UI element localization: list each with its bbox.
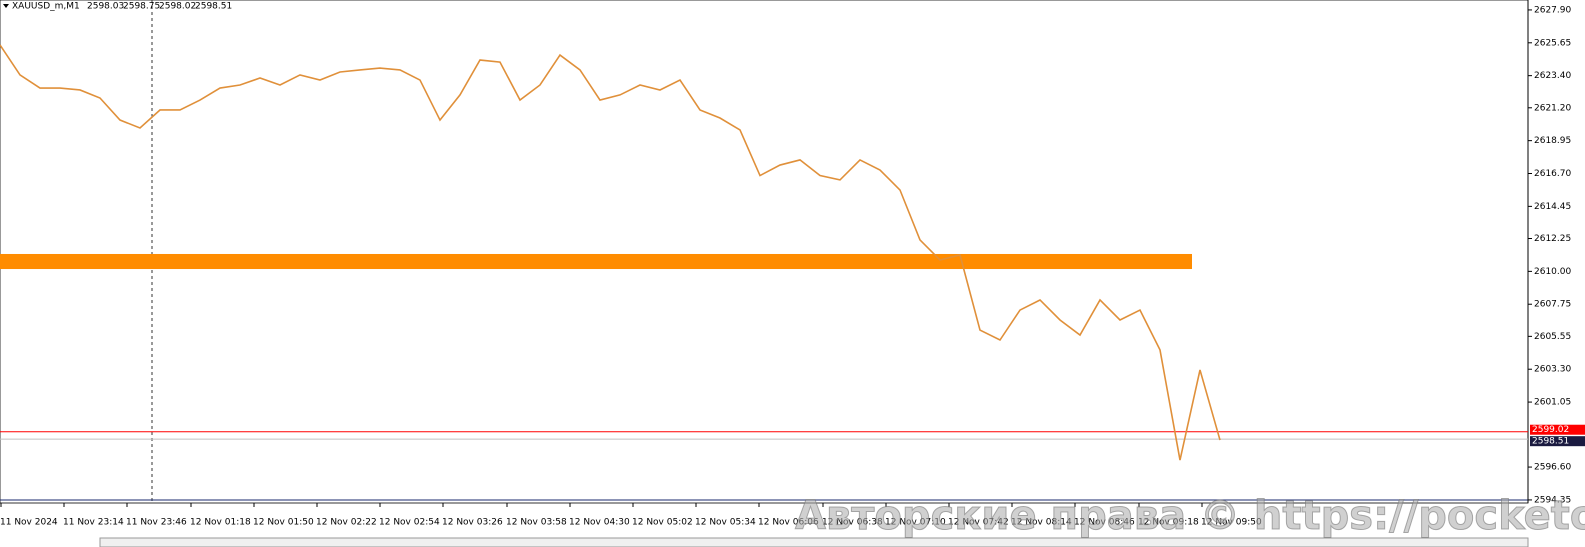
y-tick-label: 2616.70	[1534, 169, 1571, 179]
price-label-bg	[1530, 436, 1585, 447]
y-tick-label: 2623.40	[1534, 71, 1571, 81]
zone	[0, 253, 1192, 270]
x-tick-label: 12 Nov 06:06	[758, 518, 819, 528]
y-tick-label: 2614.45	[1534, 202, 1571, 212]
y-tick-label: 2618.95	[1534, 136, 1571, 146]
x-tick-label: 12 Nov 08:14	[1011, 518, 1072, 528]
x-tick-label: 12 Nov 07:42	[948, 518, 1009, 528]
x-tick-label: 12 Nov 05:02	[632, 518, 693, 528]
x-tick-label: 12 Nov 08:46	[1074, 518, 1135, 528]
x-tick-label: 11 Nov 23:14	[63, 518, 124, 528]
watermark: Авторские права © https://pocketoption.r…	[795, 493, 1585, 539]
price-label: 2598.51	[1532, 437, 1569, 447]
price-label-bg	[1530, 424, 1585, 435]
x-tick-label: 12 Nov 09:18	[1138, 518, 1199, 528]
scrollbar[interactable]	[99, 537, 1529, 547]
y-tick-label: 2627.90	[1534, 5, 1571, 15]
x-tick-label: 12 Nov 05:34	[695, 518, 756, 528]
ohlc-value: 2598.75	[123, 2, 160, 12]
x-tick-label: 12 Nov 06:38	[822, 518, 883, 528]
y-tick-label: 2601.05	[1534, 398, 1571, 408]
plot-frame	[0, 0, 1529, 504]
ohlc-value: 2598.03	[87, 2, 124, 12]
y-tick-label: 2605.55	[1534, 332, 1571, 342]
x-tick-label: 12 Nov 02:54	[379, 518, 440, 528]
y-tick-label: 2594.35	[1534, 495, 1571, 505]
price-line-series	[0, 44, 1221, 461]
y-tick-label: 2610.00	[1534, 267, 1571, 277]
price-label: 2599.02	[1532, 425, 1569, 435]
y-tick-label: 2607.75	[1534, 300, 1571, 310]
x-tick-label: 12 Nov 03:26	[442, 518, 503, 528]
x-tick-label: 12 Nov 03:58	[506, 518, 567, 528]
x-tick-label: 11 Nov 23:46	[126, 518, 187, 528]
menu-arrow[interactable]	[3, 4, 9, 8]
symbol-title: XAUUSD_m,M1	[12, 2, 80, 12]
x-tick-label: 12 Nov 09:50	[1201, 518, 1262, 528]
x-tick-label: 12 Nov 07:10	[885, 518, 946, 528]
y-tick-label: 2596.60	[1534, 463, 1571, 473]
x-tick-label: 12 Nov 02:22	[316, 518, 377, 528]
x-tick-label: 12 Nov 01:18	[190, 518, 251, 528]
ohlc-value: 2598.51	[195, 2, 232, 12]
y-tick-label: 2625.65	[1534, 38, 1571, 48]
x-tick-label: 11 Nov 2024	[0, 518, 58, 528]
x-tick-label: 12 Nov 01:50	[253, 518, 314, 528]
y-tick-label: 2603.30	[1534, 365, 1571, 375]
ohlc-value: 2598.02	[159, 2, 196, 12]
y-tick-label: 2621.20	[1534, 103, 1571, 113]
y-tick-label: 2612.25	[1534, 234, 1571, 244]
x-tick-label: 12 Nov 04:30	[569, 518, 630, 528]
